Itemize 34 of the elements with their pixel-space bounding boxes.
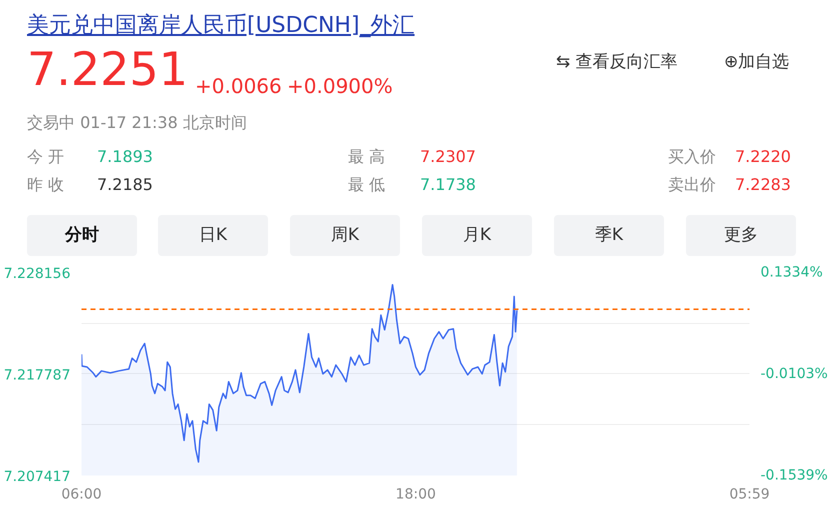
x-tick-label: 18:00: [396, 486, 436, 502]
text: 最 低: [348, 175, 386, 194]
text: 昨 收: [27, 175, 64, 194]
x-tick-label: 06:00: [61, 486, 102, 502]
text: 最 高: [348, 147, 386, 166]
text: 周K: [290, 215, 400, 256]
y2-tick-label: -0.0103%: [760, 366, 828, 382]
text: ⇆ 查看反向汇率: [556, 52, 678, 72]
y-tick-label: 7.207417: [4, 469, 71, 485]
text: 更多: [686, 215, 796, 256]
y2-tick-label: 0.1334%: [760, 264, 823, 280]
y-tick-label: 7.217787: [4, 367, 71, 384]
text: 月K: [422, 215, 532, 256]
text: 7.1738: [420, 175, 476, 194]
text: 7.2283: [735, 175, 791, 194]
text: 季K: [554, 215, 664, 256]
text: 分时: [27, 215, 137, 256]
y-tick-label: 7.228156: [4, 266, 71, 282]
text: 7.2307: [420, 147, 476, 166]
text: 卖出价: [668, 175, 716, 194]
text: 7.1893: [97, 147, 153, 166]
chart-title: 美元兑中国离岸人民币[USDCNH]_外汇: [27, 12, 415, 40]
text: 买入价: [668, 147, 716, 166]
text: 7.2185: [97, 175, 153, 194]
text: ⊕加自选: [724, 52, 790, 72]
text: 日K: [158, 215, 268, 256]
x-tick-label: 05:59: [729, 486, 770, 502]
text: 今 开: [27, 147, 64, 166]
text: 7.2251: [27, 42, 188, 96]
text: 交易中 01-17 21:38 北京时间: [27, 113, 247, 132]
text: +0.0900%: [287, 74, 393, 98]
y2-tick-label: -0.1539%: [760, 468, 828, 484]
text: 7.2220: [735, 147, 791, 166]
text: +0.0066: [195, 74, 282, 98]
